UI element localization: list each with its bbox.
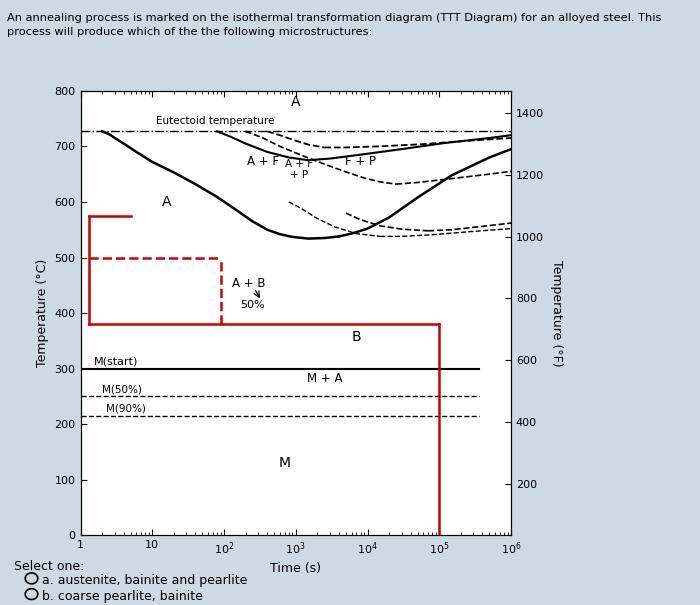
Text: M(90%): M(90%)	[106, 404, 146, 414]
Text: M(start): M(start)	[93, 356, 138, 367]
Text: B: B	[352, 330, 362, 344]
Text: F + P: F + P	[345, 155, 376, 168]
X-axis label: Time (s): Time (s)	[270, 563, 321, 575]
Text: Select one:: Select one:	[14, 560, 85, 572]
Text: M + A: M + A	[307, 372, 342, 385]
Text: A + F
+ P: A + F + P	[286, 159, 314, 180]
Text: A + B: A + B	[232, 277, 266, 290]
Text: b. coarse pearlite, bainite: b. coarse pearlite, bainite	[42, 590, 203, 603]
Text: An annealing process is marked on the isothermal transformation diagram (TTT Dia: An annealing process is marked on the is…	[7, 13, 662, 24]
Text: M: M	[279, 456, 291, 470]
Text: 50%: 50%	[240, 299, 265, 310]
Text: process will produce which of the the following microstructures:: process will produce which of the the fo…	[7, 27, 372, 38]
Text: Eutectoid temperature: Eutectoid temperature	[156, 116, 274, 126]
Text: a. austenite, bainite and pearlite: a. austenite, bainite and pearlite	[42, 574, 247, 586]
Text: A: A	[162, 195, 172, 209]
Y-axis label: Temperature (°F): Temperature (°F)	[550, 260, 564, 367]
Y-axis label: Temperature (°C): Temperature (°C)	[36, 259, 49, 367]
Text: A + F: A + F	[248, 155, 279, 168]
Text: A: A	[291, 95, 300, 109]
Text: M(50%): M(50%)	[102, 384, 142, 394]
